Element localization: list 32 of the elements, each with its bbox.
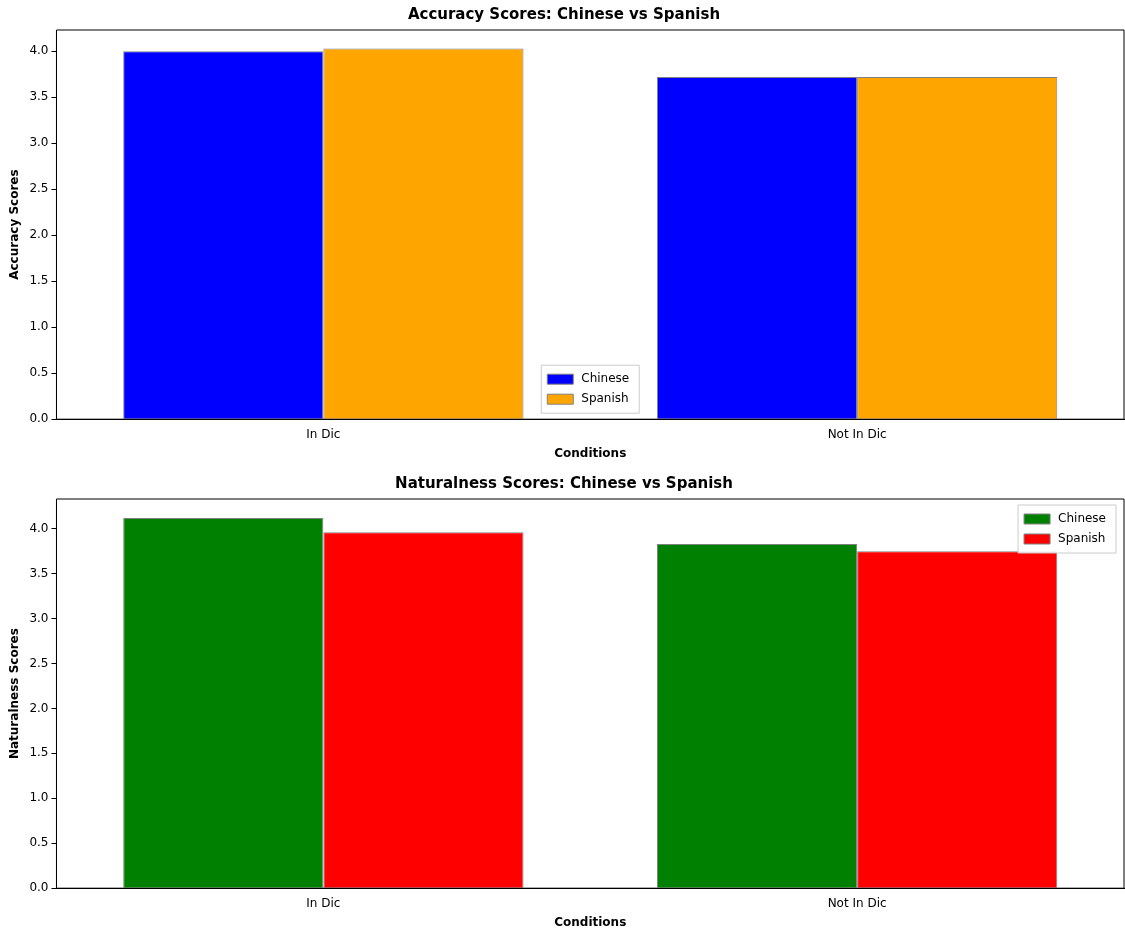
y-tick-label: 2.0 bbox=[29, 227, 49, 242]
y-tick-label: 0.5 bbox=[29, 835, 49, 850]
y-axis-title: Accuracy Scores bbox=[7, 169, 22, 280]
y-tick-label: 2.5 bbox=[29, 181, 49, 196]
y-tick-label: 1.0 bbox=[29, 319, 49, 334]
y-tick-label: 3.5 bbox=[29, 89, 49, 104]
x-tick-label: In Dic bbox=[306, 895, 341, 910]
y-tick-label: 3.0 bbox=[29, 610, 49, 625]
chart-title: Naturalness Scores: Chinese vs Spanish bbox=[395, 473, 733, 492]
y-tick-label: 3.0 bbox=[29, 135, 49, 150]
legend-label: Spanish bbox=[1058, 531, 1106, 546]
legend-label: Chinese bbox=[1058, 511, 1107, 526]
y-tick-label: 0.0 bbox=[29, 880, 49, 895]
y-tick-label: 3.5 bbox=[29, 565, 49, 580]
y-tick-label: 1.0 bbox=[29, 790, 49, 805]
x-tick-label: Not In Dic bbox=[827, 895, 887, 910]
x-tick-label: In Dic bbox=[306, 426, 341, 441]
y-tick-label: 2.5 bbox=[29, 655, 49, 670]
chart-title: Accuracy Scores: Chinese vs Spanish bbox=[407, 4, 721, 23]
x-axis-title: Conditions bbox=[554, 445, 627, 460]
x-axis-title: Conditions bbox=[554, 914, 627, 929]
y-tick-label: 0.5 bbox=[29, 365, 49, 380]
y-tick-label: 2.0 bbox=[29, 700, 49, 715]
y-tick-label: 4.0 bbox=[29, 520, 49, 535]
y-tick-label: 0.0 bbox=[29, 411, 49, 426]
y-tick-label: 1.5 bbox=[29, 273, 49, 288]
y-tick-label: 4.0 bbox=[29, 43, 49, 58]
x-tick-label: Not In Dic bbox=[827, 426, 887, 441]
y-axis-title: Naturalness Scores bbox=[7, 628, 22, 760]
y-tick-label: 1.5 bbox=[29, 745, 49, 760]
legend-label: Spanish bbox=[581, 391, 629, 406]
legend-label: Chinese bbox=[581, 371, 630, 386]
